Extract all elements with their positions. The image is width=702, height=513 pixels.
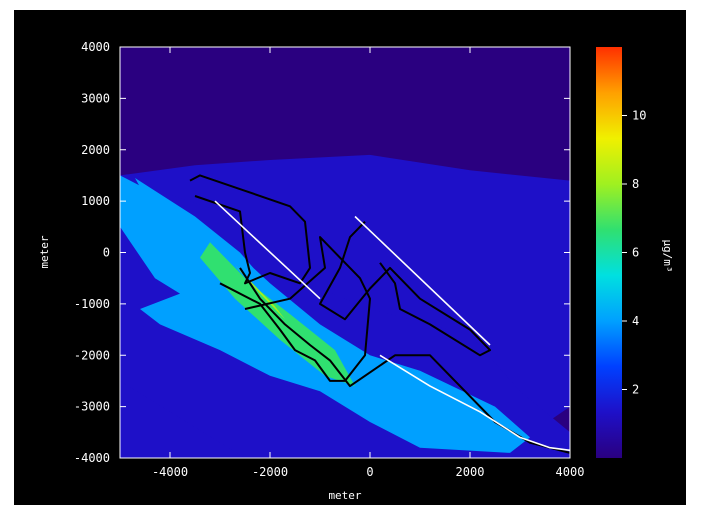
outline-4 [214,200,321,300]
concentration-zone-4 [135,178,405,397]
y-tick-label-5: 1000 [81,194,110,208]
colorbar-tick-label-3: 8 [632,177,639,191]
y-axis-title: meter [38,235,51,268]
x-tick-label-0: -4000 [152,465,188,479]
outline-6 [379,354,570,452]
y-tick-label-0: -4000 [74,451,110,465]
x-tick-label-4: 4000 [556,465,585,479]
x-tick-label-3: 2000 [456,465,485,479]
colorbar-tick-label-0: 2 [632,383,639,397]
colorbar-tick-label-4: 10 [632,109,646,123]
outline-2 [319,221,491,357]
colorbar [596,47,622,458]
colorbar-tick-label-1: 4 [632,314,639,328]
outline-5 [354,215,491,346]
y-axis: -4000 -3000 -2000 -1000 0 1000 2000 3000 4000 [74,40,570,465]
outline-layer [189,174,570,454]
y-tick-label-2: -2000 [74,348,110,362]
y-tick-label-8: 4000 [81,40,110,54]
x-axis-title: meter [328,489,361,502]
y-tick-label-4: 0 [103,246,110,260]
colorbar-ticks: 2 4 6 8 10 [622,109,646,397]
colorbar-tick-label-2: 6 [632,246,639,260]
y-tick-label-7: 3000 [81,91,110,105]
y-tick-label-6: 2000 [81,143,110,157]
y-tick-label-3: -1000 [74,297,110,311]
x-tick-label-1: -2000 [252,465,288,479]
y-tick-label-1: -3000 [74,400,110,414]
colorbar-title: µg/m³ [661,239,674,272]
outline-0 [189,174,311,285]
x-tick-label-2: 0 [366,465,373,479]
outline-1 [219,236,371,382]
x-axis: -4000 -2000 0 2000 4000 [152,47,585,479]
